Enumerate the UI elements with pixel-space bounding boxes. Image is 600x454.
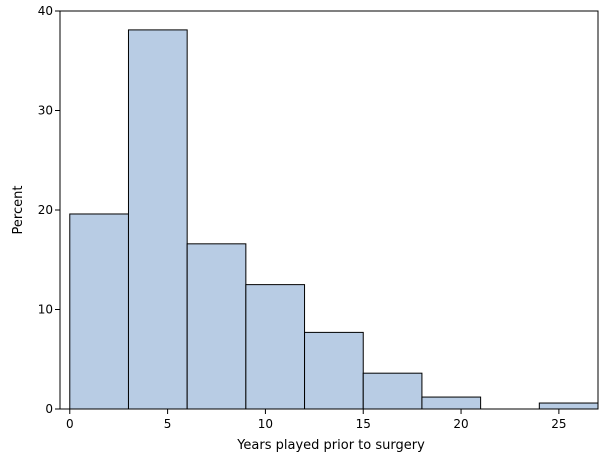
bars-group (69, 29, 599, 410)
y-tick-label-0: 0 (45, 402, 53, 416)
histogram-bar-2 (186, 243, 247, 410)
y-axis-label: Percent (11, 186, 26, 235)
x-tick-label-0: 0 (66, 417, 74, 431)
x-tick-label-5: 25 (551, 417, 566, 431)
histogram-bar-6 (421, 396, 482, 410)
histogram-bar-0 (69, 213, 129, 410)
histogram-bar-3 (245, 284, 306, 410)
y-tick-label-3: 30 (38, 104, 53, 118)
x-tick-label-4: 20 (453, 417, 468, 431)
y-tick-label-4: 40 (38, 4, 53, 18)
x-axis: 0 5 10 15 20 25 (66, 409, 567, 431)
x-tick-label-1: 5 (164, 417, 172, 431)
histogram-bar-4 (304, 331, 364, 410)
y-axis: 0 10 20 30 40 (38, 4, 60, 416)
x-tick-label-2: 10 (258, 417, 273, 431)
y-tick-label-2: 20 (38, 203, 53, 217)
x-axis-label: Years played prior to surgery (236, 438, 425, 453)
histogram-bar-8 (538, 402, 599, 410)
histogram-bar-1 (127, 29, 188, 410)
x-tick-label-3: 15 (356, 417, 371, 431)
histogram-bar-5 (362, 372, 423, 410)
y-tick-label-1: 10 (38, 303, 53, 317)
